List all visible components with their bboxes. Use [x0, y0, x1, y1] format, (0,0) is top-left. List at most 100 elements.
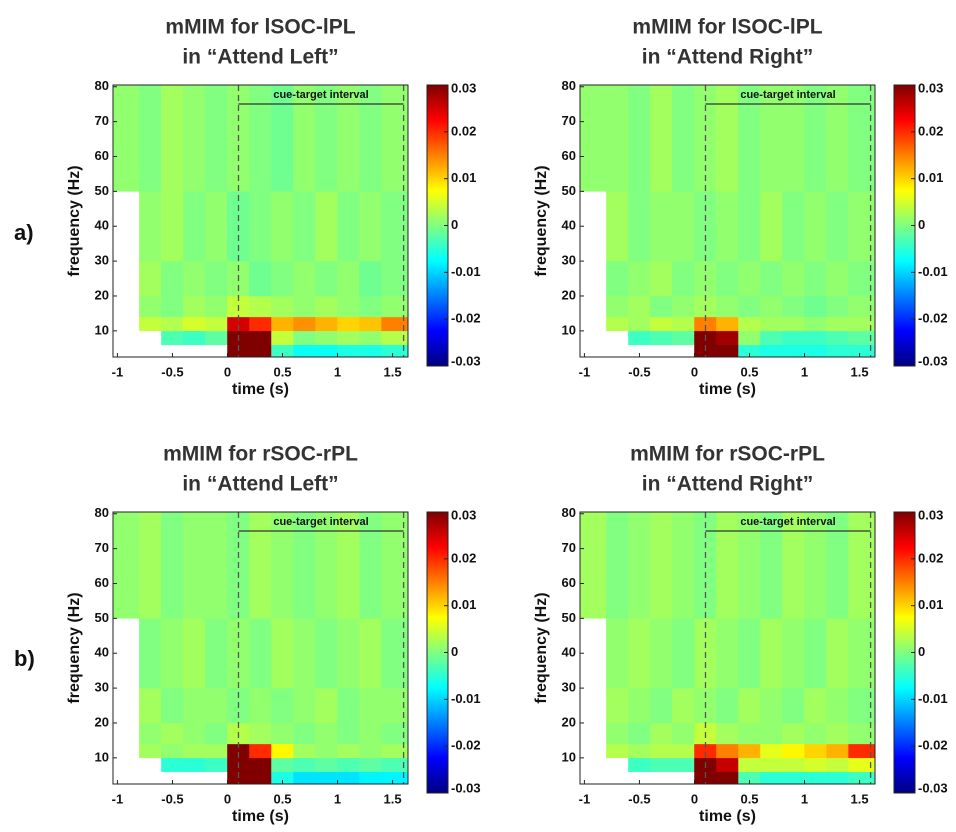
heatmap-cell [161, 316, 184, 332]
heatmap-cell [359, 344, 382, 358]
heatmap-cell [760, 687, 783, 724]
chart-title: in “Attend Left” [182, 473, 338, 496]
heatmap-cell [271, 330, 294, 346]
heatmap-cell [716, 295, 739, 318]
heatmap-cell [183, 511, 206, 619]
heatmap-cell [359, 687, 382, 724]
x-tick-label: 0.5 [273, 791, 291, 806]
y-axis-label: frequency (Hz) [533, 165, 550, 276]
heatmap-cell [337, 722, 360, 745]
x-tick-label: 0.5 [273, 364, 291, 379]
heatmap-cell [183, 316, 206, 332]
heatmap-cell [315, 260, 338, 297]
heatmap-cell [315, 316, 338, 332]
heatmap-cell [359, 191, 382, 262]
y-tick-label: 70 [95, 540, 109, 555]
heatmap-cell [826, 191, 849, 262]
chart-title: in “Attend Right” [642, 46, 813, 69]
heatmap-cell [738, 330, 761, 346]
heatmap-cell [606, 84, 629, 192]
heatmap-cell [183, 743, 206, 759]
heatmap-cell [672, 757, 695, 773]
heatmap-cell [205, 511, 228, 619]
y-tick-label: 10 [562, 322, 576, 337]
heatmap-cell [161, 743, 184, 759]
y-tick-label: 10 [95, 322, 109, 337]
heatmap-cell [804, 344, 827, 358]
heatmap-cell [650, 295, 673, 318]
y-tick-label: 30 [95, 680, 109, 695]
annotation: cue-target interval [273, 89, 368, 101]
heatmap-cell [804, 330, 827, 346]
y-tick-label: 20 [562, 287, 576, 302]
heatmap-cell [161, 84, 184, 192]
heatmap-cell [205, 743, 228, 759]
heatmap-cell [139, 84, 162, 192]
heatmap-cell [271, 260, 294, 297]
heatmap-cell [139, 722, 162, 745]
heatmap-cell [826, 84, 849, 192]
chart-title: mMIM for lSOC-lPL [632, 16, 822, 39]
heatmap-cell [183, 687, 206, 724]
heatmap-cell [606, 618, 629, 689]
x-tick-label: 0.5 [740, 791, 758, 806]
heatmap-cell [205, 687, 228, 724]
heatmap-cell [337, 757, 360, 773]
heatmap-cell [579, 511, 607, 619]
heatmap-cell [359, 330, 382, 346]
heatmap-cell [249, 743, 272, 759]
heatmap-cell [271, 743, 294, 759]
heatmap-cell [249, 757, 272, 773]
heatmap-cell [315, 618, 338, 689]
panel-label: a) [14, 220, 34, 245]
heatmap-cell [716, 191, 739, 262]
heatmap-cell [672, 295, 695, 318]
heatmap-cell [606, 260, 629, 297]
heatmap-cell [337, 295, 360, 318]
heatmap-cell [628, 191, 651, 262]
heatmap-cell [139, 191, 162, 262]
y-tick-label: 30 [562, 680, 576, 695]
heatmap-cell [271, 191, 294, 262]
y-tick-label: 70 [562, 540, 576, 555]
colorbar-tick-label: 0.01 [918, 597, 943, 612]
heatmap-cell [271, 757, 294, 773]
x-tick-label: 1 [801, 791, 808, 806]
heatmap-cell [628, 743, 651, 759]
colorbar-tick-label: 0.03 [451, 507, 476, 522]
heatmap-cell [628, 618, 651, 689]
colorbar-tick-label: -0.03 [451, 780, 481, 795]
y-tick-label: 50 [95, 183, 109, 198]
heatmap-panel: mMIM for lSOC-lPL in “Attend Right” cue-ta… [533, 16, 947, 399]
x-tick-label: 1.5 [851, 364, 869, 379]
heatmap-cell [293, 84, 316, 192]
heatmap-cell [672, 511, 695, 619]
colorbar-tick-label: 0.02 [918, 550, 943, 565]
heatmap-cell [161, 757, 184, 773]
heatmap-cell [716, 84, 739, 192]
heatmap-cell [716, 771, 739, 785]
x-tick-label: 1.5 [851, 791, 869, 806]
heatmap-cell [337, 771, 360, 785]
heatmap-cell [826, 316, 849, 332]
colorbar-tick-label: -0.02 [451, 738, 481, 753]
heatmap-cell [337, 260, 360, 297]
heatmap-cell [337, 743, 360, 759]
colorbar-tick-label: -0.01 [918, 264, 948, 279]
heatmap-cell [337, 191, 360, 262]
x-tick-label: 1.5 [384, 791, 402, 806]
axes-frame [579, 511, 876, 785]
heatmap-cell [804, 743, 827, 759]
x-tick-label: -1 [579, 364, 591, 379]
heatmap-cell [804, 618, 827, 689]
heatmap-cell [337, 618, 360, 689]
heatmap-cell [826, 757, 849, 773]
chart-title: mMIM for lSOC-lPL [165, 16, 355, 39]
heatmap-cell [205, 84, 228, 192]
heatmap-cell [315, 757, 338, 773]
heatmap-cell [672, 84, 695, 192]
heatmap-cell [205, 757, 228, 773]
heatmap-cell [826, 618, 849, 689]
heatmap-cell [359, 743, 382, 759]
heatmap-cell [782, 295, 805, 318]
